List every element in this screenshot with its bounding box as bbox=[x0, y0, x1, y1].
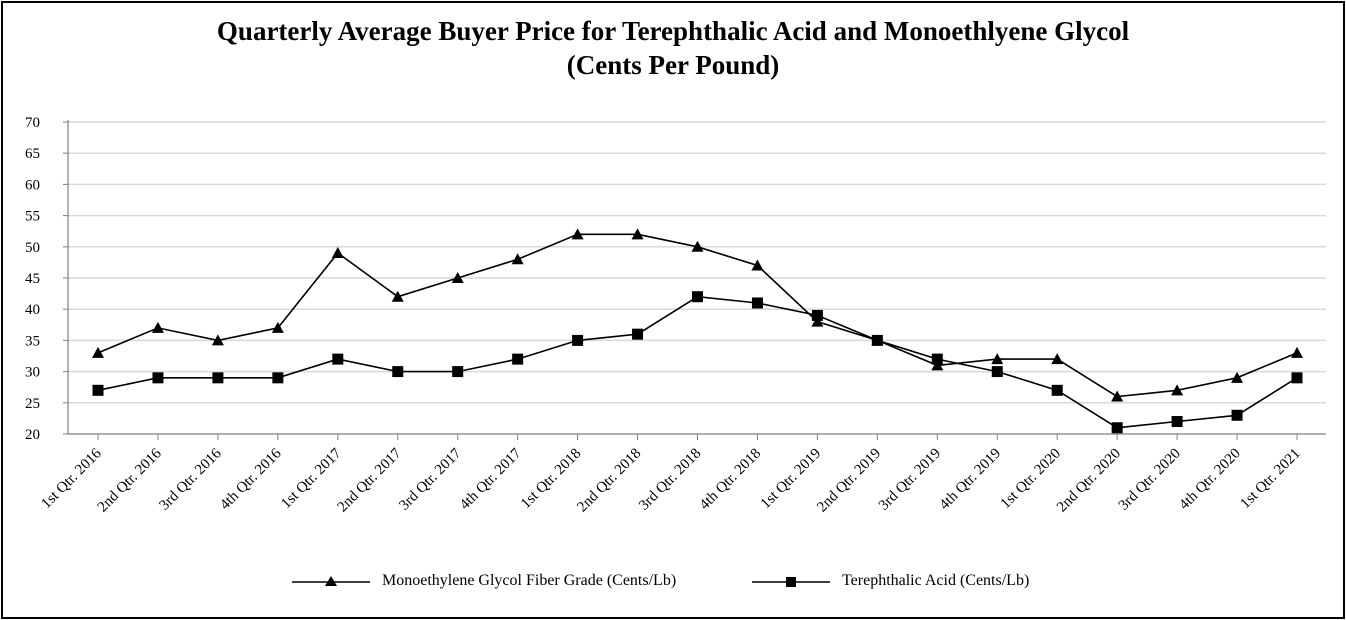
x-tick-label: 3rd Qtr. 2018 bbox=[636, 446, 704, 514]
pta-data-point bbox=[332, 353, 344, 365]
pta-data-point bbox=[212, 372, 224, 384]
meg-data-point bbox=[511, 253, 524, 265]
legend-label-pta: Terephthalic Acid (Cents/Lb) bbox=[842, 572, 1030, 589]
y-tick-label: 50 bbox=[25, 240, 40, 256]
pta-series-line bbox=[97, 295, 1298, 429]
pta-data-point bbox=[1171, 416, 1183, 428]
y-tick-label: 45 bbox=[25, 271, 40, 287]
meg-data-point bbox=[211, 334, 224, 346]
meg-data-point bbox=[931, 359, 944, 371]
x-tick-label: 1st Qtr. 2021 bbox=[1237, 446, 1303, 512]
pta-data-point bbox=[1291, 372, 1303, 384]
chart-title-line: Quarterly Average Buyer Price for Tereph… bbox=[216, 16, 1130, 46]
x-tick-label: 2nd Qtr. 2018 bbox=[574, 446, 644, 516]
meg-data-point bbox=[811, 315, 824, 327]
x-tick-label: 1st Qtr. 2020 bbox=[998, 446, 1064, 512]
x-tick-label: 4th Qtr. 2018 bbox=[697, 446, 765, 514]
pta-data-point bbox=[692, 291, 703, 303]
x-tick-label: 3rd Qtr. 2019 bbox=[876, 446, 944, 514]
pta-data-point bbox=[92, 384, 104, 396]
pta-data-point bbox=[392, 366, 404, 378]
meg-data-point bbox=[151, 321, 164, 333]
pta-data-point bbox=[991, 366, 1003, 378]
pta-data-point bbox=[512, 353, 524, 365]
meg-data-point bbox=[451, 272, 464, 283]
chart-subtitle: (Cents Per Pound) bbox=[566, 50, 780, 80]
meg-data-point bbox=[571, 228, 584, 240]
x-tick-label: 3rd Qtr. 2016 bbox=[157, 445, 226, 514]
legend-item-pta: Terephthalic Acid (Cents/Lb) bbox=[752, 566, 1029, 596]
y-tick-label: 30 bbox=[25, 365, 40, 381]
legend-label-meg: Monoethylene Glycol Fiber Grade (Cents/L… bbox=[382, 572, 677, 589]
meg-data-point bbox=[751, 259, 764, 271]
pta-data-point bbox=[1051, 384, 1063, 396]
meg-data-point bbox=[691, 240, 704, 252]
x-tick-label: 1st Qtr. 2019 bbox=[758, 446, 824, 512]
x-tick-label: 1st Qtr. 2017 bbox=[278, 445, 345, 512]
x-tick-label: 1st Qtr. 2016 bbox=[38, 445, 105, 512]
y-tick-label: 60 bbox=[25, 177, 40, 193]
x-tick-label: 3rd Qtr. 2017 bbox=[396, 445, 465, 514]
y-tick-label: 20 bbox=[25, 427, 40, 443]
pta-data-point bbox=[871, 334, 883, 346]
meg-data-point bbox=[1171, 384, 1184, 396]
pta-data-point bbox=[1231, 409, 1243, 421]
x-tick-label: 4th Qtr. 2017 bbox=[457, 445, 525, 513]
meg-data-point bbox=[271, 321, 284, 333]
meg-data-point bbox=[1231, 371, 1244, 383]
pta-data-point bbox=[632, 328, 644, 340]
chart-title: Quarterly Average Buyer Price for Tereph… bbox=[0, 14, 1346, 82]
x-tick-label: 4th Qtr. 2019 bbox=[936, 446, 1004, 514]
pta-data-point bbox=[272, 372, 284, 384]
x-tick-label: 2nd Qtr. 2016 bbox=[95, 445, 165, 515]
meg-data-point bbox=[331, 247, 344, 259]
pta-data-point bbox=[572, 334, 584, 346]
pta-data-point bbox=[152, 372, 164, 384]
meg-data-point bbox=[631, 228, 644, 240]
x-tick-label: 1st Qtr. 2018 bbox=[518, 446, 584, 512]
x-tick-label: 4th Qtr. 2020 bbox=[1176, 446, 1244, 514]
pta-data-point bbox=[931, 353, 943, 365]
y-tick-label: 65 bbox=[25, 146, 40, 162]
y-tick-label: 55 bbox=[25, 209, 40, 225]
pta-data-point bbox=[811, 309, 823, 321]
meg-data-point bbox=[92, 346, 104, 358]
y-tick-label: 25 bbox=[25, 396, 40, 412]
x-tick-label: 2nd Qtr. 2017 bbox=[335, 445, 405, 515]
x-tick-label: 2nd Qtr. 2020 bbox=[1054, 446, 1124, 516]
pta-data-point bbox=[452, 366, 464, 378]
meg-data-point bbox=[1291, 346, 1303, 358]
pta-data-point bbox=[1111, 422, 1123, 434]
meg-data-point bbox=[1111, 390, 1124, 402]
meg-data-point bbox=[991, 353, 1004, 365]
pta-data-point bbox=[751, 297, 763, 309]
meg-data-point bbox=[1051, 353, 1064, 365]
x-tick-label: 3rd Qtr. 2020 bbox=[1116, 446, 1184, 514]
y-tick-label: 70 bbox=[25, 115, 40, 131]
legend-item-meg: Monoethylene Glycol Fiber Grade (Cents/L… bbox=[292, 566, 676, 596]
legend-triangle-marker-icon bbox=[292, 576, 370, 586]
y-tick-label: 35 bbox=[25, 333, 40, 349]
legend-square-marker-icon bbox=[752, 577, 830, 587]
x-tick-label: 4th Qtr. 2016 bbox=[217, 445, 285, 513]
y-tick-label: 40 bbox=[25, 302, 40, 318]
meg-data-point bbox=[391, 290, 404, 302]
x-tick-label: 2nd Qtr. 2019 bbox=[814, 446, 884, 516]
